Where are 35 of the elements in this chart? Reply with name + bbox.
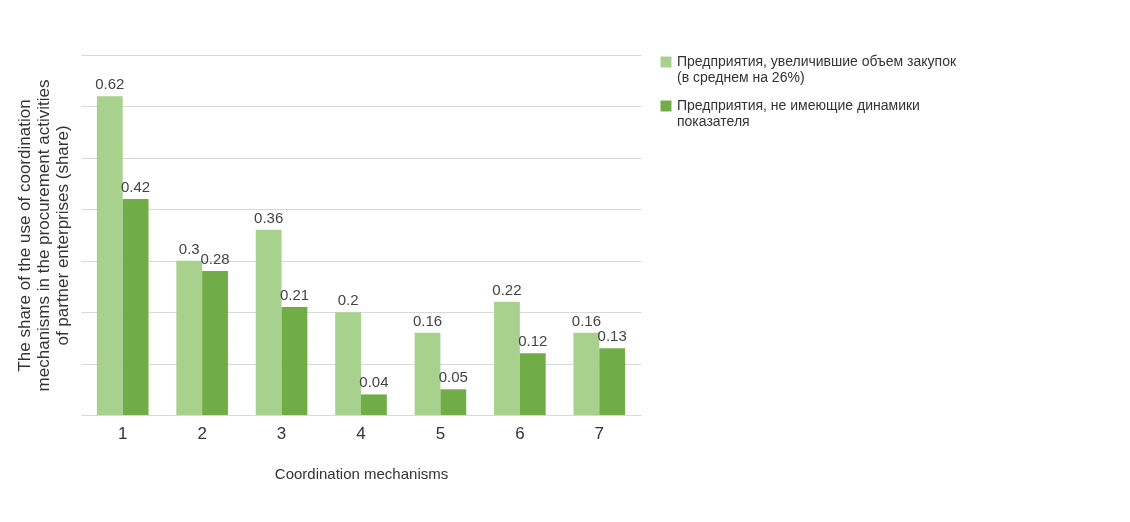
x-tick-label: 2 bbox=[197, 423, 207, 443]
bar bbox=[176, 260, 203, 415]
x-tick-label: 3 bbox=[276, 423, 287, 443]
data-label: 0.12 bbox=[518, 332, 548, 350]
x-tick-label: 6 bbox=[515, 423, 525, 443]
bar bbox=[361, 394, 387, 415]
x-tick-label: 1 bbox=[117, 423, 128, 443]
data-label: 0.36 bbox=[254, 208, 284, 226]
data-label: 0.13 bbox=[597, 327, 627, 345]
legend-label: Предприятия, увеличившие объем закупок (в среднем на 26%) bbox=[677, 53, 957, 85]
data-label: 0.28 bbox=[200, 250, 230, 267]
x-tick-label: 7 bbox=[594, 423, 605, 443]
bar bbox=[96, 96, 123, 415]
bar bbox=[573, 332, 600, 415]
bar bbox=[122, 199, 149, 415]
x-tick-label: 5 bbox=[435, 423, 446, 443]
data-label: 0.22 bbox=[492, 280, 522, 298]
bar bbox=[519, 353, 546, 415]
x-tick-label: 4 bbox=[356, 423, 366, 443]
data-label: 0.3 bbox=[178, 239, 200, 257]
bar bbox=[335, 312, 361, 415]
bar bbox=[255, 229, 282, 415]
data-label: 0.16 bbox=[412, 311, 443, 329]
x-axis-title: Coordination mechanisms bbox=[274, 464, 449, 482]
bar bbox=[599, 348, 626, 415]
legend-label: Предприятия, не имеющие динамики показателя bbox=[677, 97, 920, 129]
bar bbox=[414, 332, 441, 415]
bar bbox=[202, 271, 228, 415]
data-label: 0.16 bbox=[571, 311, 601, 329]
data-label: 0.62 bbox=[95, 75, 125, 93]
bar bbox=[494, 301, 520, 415]
bar bbox=[440, 389, 467, 415]
data-label: 0.2 bbox=[337, 291, 359, 309]
y-axis-title: The share of the use of coordination mechanisms in the procurement activities of partner enterprises (share) bbox=[14, 79, 72, 392]
bar bbox=[281, 307, 308, 415]
